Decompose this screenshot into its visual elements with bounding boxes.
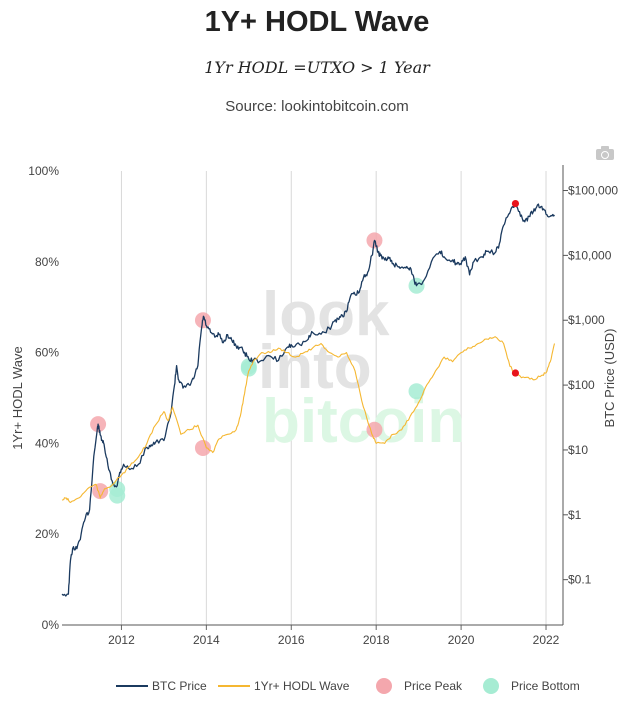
y-left-tick-4: 80% [35, 255, 59, 269]
legend-hodl-label: 1Yr+ HODL Wave [254, 679, 350, 693]
y-left-tick-5: 100% [28, 164, 59, 178]
legend-bottom-swatch [483, 678, 499, 694]
chart-source: Source: lookintobitcoin.com [225, 98, 409, 115]
highlight-point-1 [511, 369, 520, 377]
y-right-tick-3: $100 [568, 378, 595, 392]
y-right-tick-6: $100,000 [568, 184, 618, 198]
watermark-into: into [258, 333, 372, 402]
btc-price-line [61, 201, 556, 597]
markers-bg [90, 232, 425, 504]
chart-subtitle: 1Yr HODL =UTXO > 1 Year [204, 58, 430, 77]
grid-lines [120, 171, 547, 625]
axes: 2012 2014 2016 2018 2020 2022 0% 20% 40% 60% 80% 10… [28, 164, 618, 647]
price-bottom-marker-left-2 [408, 383, 425, 400]
y-left-tick-1: 20% [35, 527, 59, 541]
y-left-tick-0: 0% [42, 618, 60, 632]
x-tick-label-2016: 2016 [278, 633, 305, 647]
price-peak-marker-left-2 [366, 421, 383, 438]
y-right-tick-0: $0.1 [568, 573, 592, 587]
y-left-tick-2: 40% [35, 436, 59, 450]
hodl-wave-line [61, 336, 556, 503]
y-right-tick-4: $1,000 [568, 313, 605, 327]
camera-icon[interactable] [596, 146, 614, 160]
x-tick-label-2018: 2018 [363, 633, 390, 647]
legend-peak-swatch [376, 678, 392, 694]
y-right-tick-2: $10 [568, 443, 588, 457]
price-peak-marker-left-0 [92, 483, 109, 500]
price-peak-marker-left-1 [194, 439, 211, 456]
x-tick-label-2022: 2022 [533, 633, 560, 647]
legend-btc-label: BTC Price [152, 679, 207, 693]
y-left-tick-3: 60% [35, 346, 59, 360]
watermark-bitcoin: bitcoin [262, 387, 465, 456]
legend-peak-label: Price Peak [404, 679, 463, 693]
chart-legend: BTC Price 1Yr+ HODL Wave Price Peak Pric… [0, 676, 634, 696]
watermark: look into bitcoin [258, 280, 465, 456]
legend-bottom-label: Price Bottom [511, 679, 580, 693]
series-lines [61, 201, 556, 597]
chart-title: 1Y+ HODL Wave [204, 6, 430, 38]
highlight-point-0 [511, 199, 520, 208]
y-right-tick-1: $1 [568, 508, 582, 522]
legend-hodl-swatch [218, 685, 250, 687]
highlight-points [511, 199, 520, 377]
y-axis-right-title: BTC Price (USD) [602, 329, 617, 428]
x-tick-label-2012: 2012 [108, 633, 135, 647]
x-tick-label-2020: 2020 [448, 633, 475, 647]
price-bottom-marker-left-0 [109, 487, 126, 504]
watermark-look: look [262, 280, 390, 349]
x-tick-label-2014: 2014 [193, 633, 220, 647]
y-axis-left-title: 1Yr+ HODL Wave [10, 346, 25, 449]
legend-btc-swatch [116, 685, 148, 687]
y-right-tick-5: $10,000 [568, 248, 612, 262]
